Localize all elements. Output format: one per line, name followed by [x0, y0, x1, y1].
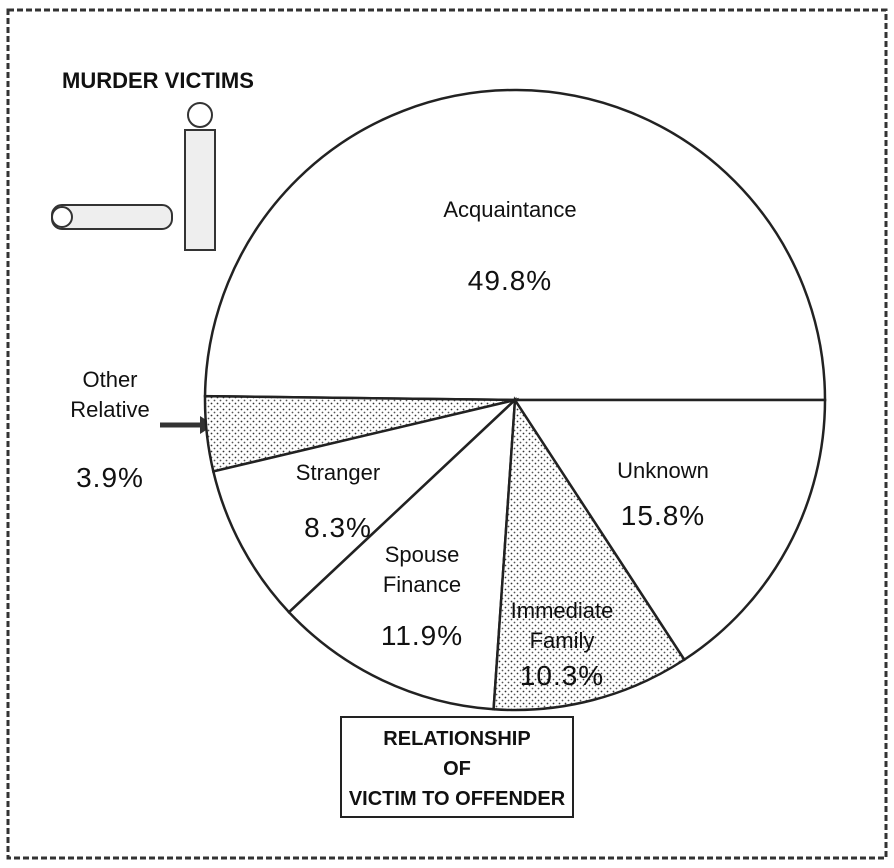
figures — [51, 102, 216, 251]
border — [6, 8, 888, 860]
annotation-line: RELATIONSHIP — [383, 728, 531, 750]
slice-label: Other Relative — [70, 367, 150, 422]
pie-slice — [512, 398, 827, 662]
annotation-box: RELATIONSHIP OF VICTIM TO OFFENDER — [340, 716, 574, 818]
slice-label: Immediate Family — [510, 598, 614, 653]
chart-title: MURDER VICTIMS — [62, 68, 254, 93]
value-label: 49.8% — [467, 265, 553, 296]
pie-slice — [211, 397, 520, 614]
value-label: 11.9% — [380, 620, 464, 651]
annotation-line: OF — [443, 758, 471, 780]
slice-label: Stranger — [295, 460, 381, 485]
slice-label: Acquaintance — [443, 197, 577, 222]
pie-slice — [492, 396, 687, 712]
pie-slice — [287, 396, 517, 711]
annotation-line: VICTIM TO OFFENDER — [348, 788, 566, 810]
value-label: 8.3% — [304, 512, 372, 543]
pie-slice — [203, 88, 827, 402]
value-label: 10.3% — [519, 660, 605, 691]
slice-label: Spouse Finance — [382, 542, 462, 597]
slice-label: Unknown — [617, 458, 709, 483]
value-label: 3.9% — [76, 462, 144, 493]
value-label: 15.8% — [620, 500, 706, 531]
